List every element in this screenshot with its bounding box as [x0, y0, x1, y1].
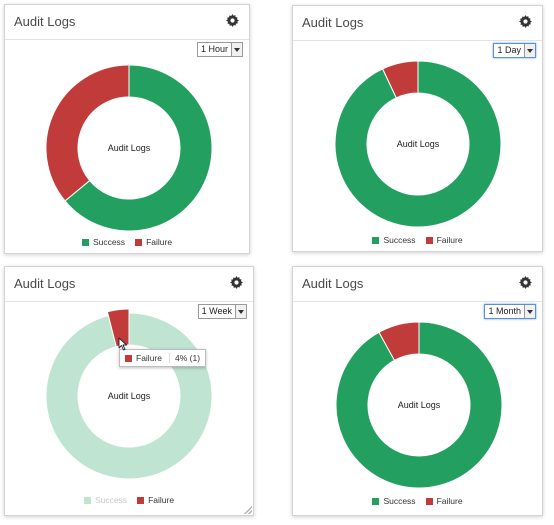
time-range-value: 1 Hour: [200, 44, 228, 54]
legend-item-success[interactable]: Success: [83, 495, 128, 505]
legend-item-failure[interactable]: Failure: [135, 237, 172, 247]
donut-slice-success[interactable]: [334, 60, 502, 228]
panel-header: Audit Logs: [293, 6, 542, 41]
gear-icon[interactable]: [230, 276, 243, 289]
time-range-value: 1 Day: [497, 45, 521, 55]
legend-item-failure[interactable]: Failure: [137, 495, 174, 505]
legend-label: Success: [383, 235, 416, 245]
audit-logs-panel-1week: Audit Logs 1 Week Audit Logs Failure 4% …: [4, 266, 254, 516]
panel-header: Audit Logs: [5, 267, 253, 302]
gear-icon[interactable]: [519, 276, 532, 289]
panel-title: Audit Logs: [14, 276, 76, 291]
legend-label: Success: [383, 496, 416, 506]
donut-slice-failure[interactable]: [106, 308, 130, 348]
mouse-pointer-icon: [118, 337, 127, 351]
donut-center-label: Audit Logs: [397, 139, 440, 149]
donut-slice-failure[interactable]: [45, 64, 130, 202]
panel-header: Audit Logs: [293, 267, 542, 302]
legend-swatch: [425, 497, 433, 505]
donut-slice-failure[interactable]: [378, 321, 420, 361]
donut-chart: Audit Logs: [45, 308, 213, 480]
panel-title: Audit Logs: [302, 276, 364, 291]
audit-logs-panel-1hour: Audit Logs 1 Hour Audit Logs Success Fail…: [4, 4, 250, 254]
chevron-down-icon[interactable]: [524, 44, 535, 57]
legend-item-failure[interactable]: Failure: [425, 235, 463, 245]
donut-center-label: Audit Logs: [108, 143, 151, 153]
audit-logs-panel-1month: Audit Logs 1 Month Audit Logs Success Fai…: [292, 266, 543, 516]
legend-label: Failure: [436, 496, 463, 506]
chart-legend: Success Failure: [293, 234, 542, 246]
tooltip-label: Failure: [136, 353, 162, 363]
resize-handle[interactable]: [244, 506, 252, 514]
legend-swatch: [372, 236, 380, 244]
legend-label: Success: [94, 495, 128, 505]
legend-label: Failure: [146, 237, 173, 247]
legend-swatch: [135, 238, 143, 246]
panel-header: Audit Logs: [5, 5, 249, 40]
gear-icon[interactable]: [226, 14, 239, 27]
time-range-select[interactable]: 1 Month: [484, 304, 536, 319]
legend-swatch: [372, 497, 380, 505]
legend-label: Failure: [148, 495, 175, 505]
legend-swatch: [81, 238, 89, 246]
donut-center-label: Audit Logs: [108, 391, 151, 401]
donut-chart: Audit Logs: [45, 64, 213, 232]
donut-center-label: Audit Logs: [398, 400, 441, 410]
chart-legend: Success Failure: [5, 494, 253, 506]
panel-title: Audit Logs: [14, 14, 76, 29]
donut-slice-success[interactable]: [64, 64, 213, 232]
time-range-select[interactable]: 1 Hour: [196, 42, 243, 57]
legend-item-success[interactable]: Success: [372, 496, 416, 506]
chart-legend: Success Failure: [293, 495, 542, 507]
legend-item-success[interactable]: Success: [372, 235, 416, 245]
legend-label: Success: [92, 237, 126, 247]
chevron-down-icon[interactable]: [524, 305, 535, 318]
tooltip-value: 4% (1): [168, 353, 200, 363]
panel-title: Audit Logs: [302, 15, 364, 30]
chart-legend: Success Failure: [5, 236, 249, 248]
legend-item-failure[interactable]: Failure: [425, 496, 463, 506]
audit-logs-panel-1day: Audit Logs 1 Day Audit Logs Success Failu…: [292, 5, 543, 252]
donut-chart: Audit Logs: [335, 321, 503, 489]
time-range-select[interactable]: 1 Day: [493, 43, 536, 58]
legend-item-success[interactable]: Success: [81, 237, 126, 247]
donut-slice-success[interactable]: [335, 321, 503, 489]
chart-tooltip: Failure 4% (1): [119, 349, 207, 367]
time-range-select[interactable]: 1 Week: [197, 304, 247, 319]
legend-swatch: [83, 496, 91, 504]
legend-swatch: [137, 496, 145, 504]
donut-chart: Audit Logs: [334, 60, 502, 228]
gear-icon[interactable]: [519, 15, 532, 28]
legend-swatch: [425, 236, 433, 244]
time-range-value: 1 Month: [488, 306, 521, 316]
legend-label: Failure: [436, 235, 463, 245]
time-range-value: 1 Week: [201, 306, 232, 316]
chevron-down-icon[interactable]: [231, 43, 242, 56]
donut-slice-failure[interactable]: [381, 60, 419, 99]
tooltip-swatch: [125, 354, 132, 362]
chevron-down-icon[interactable]: [235, 305, 246, 318]
